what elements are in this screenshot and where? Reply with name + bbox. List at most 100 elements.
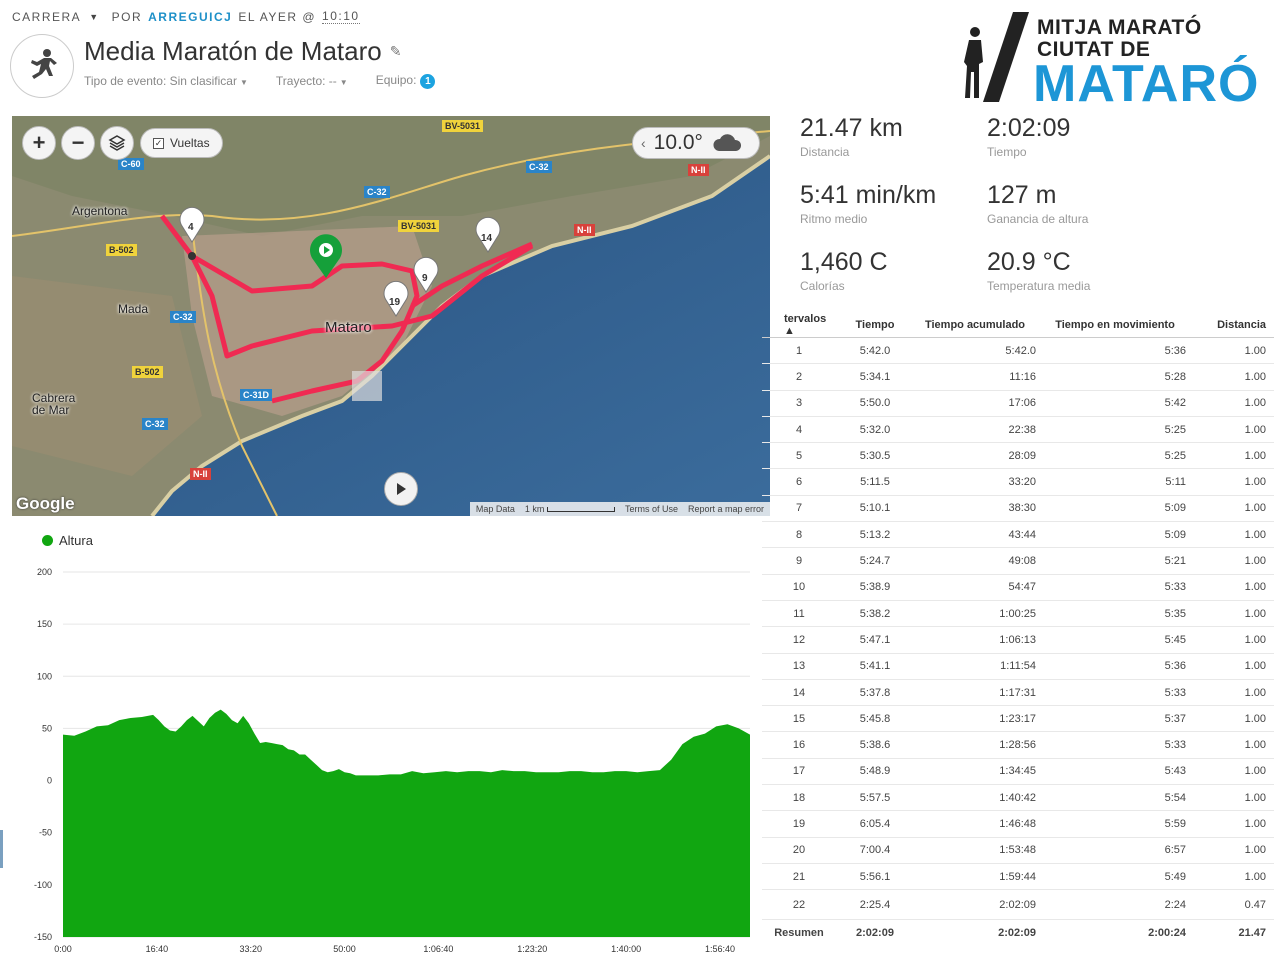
table-cell: 6:05.4 bbox=[844, 810, 914, 838]
team-count-badge: 1 bbox=[420, 74, 436, 89]
table-cell: 19 bbox=[762, 810, 844, 838]
table-row[interactable]: 6 5:11.5 33:20 5:11 1.00 bbox=[762, 468, 1274, 496]
x-tick-label: 0:00 bbox=[54, 944, 72, 954]
activity-time[interactable]: 10:10 bbox=[322, 9, 360, 24]
terms-link[interactable]: Terms of Use bbox=[624, 504, 678, 514]
lap-marker-19 bbox=[383, 280, 409, 317]
table-row[interactable]: 5 5:30.5 28:09 5:25 1.00 bbox=[762, 442, 1274, 470]
table-cell: 1:59:44 bbox=[914, 863, 1044, 891]
table-row[interactable]: 8 5:13.2 43:44 5:09 1.00 bbox=[762, 521, 1274, 549]
table-cell: 17:06 bbox=[914, 390, 1044, 417]
table-cell: 43:44 bbox=[914, 521, 1044, 549]
table-cell: 1:40:42 bbox=[914, 784, 1044, 812]
chevron-left-icon[interactable]: ‹ bbox=[641, 135, 646, 151]
google-logo: Google bbox=[16, 494, 75, 513]
table-cell: 5:25 bbox=[1044, 442, 1194, 470]
table-cell: 1.00 bbox=[1194, 468, 1274, 496]
table-cell: 1.00 bbox=[1194, 758, 1274, 786]
summary-cell: 2:02:09 bbox=[998, 927, 1036, 940]
play-icon bbox=[397, 483, 406, 495]
town-label-cabrera: Cabrera de Mar bbox=[32, 391, 76, 417]
team-selector[interactable]: Equipo: 1 bbox=[376, 73, 436, 89]
table-cell: 20 bbox=[762, 837, 844, 864]
table-row[interactable]: 20 7:00.4 1:53:48 6:57 1.00 bbox=[762, 837, 1274, 864]
report-error-link[interactable]: Report a map error bbox=[687, 504, 764, 514]
route-map[interactable]: Argentona Mada Mataro Cabrera de Mar C-6… bbox=[12, 116, 770, 516]
laps-label: Vueltas bbox=[170, 136, 210, 150]
laps-toggle[interactable]: ✓ Vueltas bbox=[140, 128, 223, 158]
table-row[interactable]: 16 5:38.6 1:28:56 5:33 1.00 bbox=[762, 731, 1274, 759]
map-scale: 1 km bbox=[525, 504, 615, 514]
table-cell: 5:35 bbox=[1044, 600, 1194, 628]
table-row[interactable]: 3 5:50.0 17:06 5:42 1.00 bbox=[762, 390, 1274, 417]
map-footer: Map Data 1 km Terms of Use Report a map … bbox=[469, 502, 770, 516]
user-link[interactable]: ARREGUICJ bbox=[148, 9, 233, 24]
table-cell: 21 bbox=[762, 863, 844, 891]
x-tick-label: 1:06:40 bbox=[423, 944, 453, 954]
course-dropdown[interactable]: Trayecto: -- ▼ bbox=[275, 74, 348, 88]
col-header-distance[interactable]: Distancia bbox=[1194, 313, 1274, 338]
col-header-cumulative[interactable]: Tiempo acumulado bbox=[914, 313, 1044, 338]
table-row[interactable]: 4 5:32.0 22:38 5:25 1.00 bbox=[762, 416, 1274, 444]
col-header-time[interactable]: Tiempo bbox=[844, 313, 914, 338]
table-row[interactable]: 7 5:10.1 38:30 5:09 1.00 bbox=[762, 495, 1274, 523]
activity-meta: Tipo de evento: Sin clasificar ▼ Trayecto… bbox=[84, 73, 436, 89]
table-row[interactable]: 21 5:56.1 1:59:44 5:49 1.00 bbox=[762, 863, 1274, 891]
table-cell: 11:16 bbox=[914, 363, 1044, 391]
table-row[interactable]: 13 5:41.1 1:11:54 5:36 1.00 bbox=[762, 653, 1274, 680]
lap-marker-14 bbox=[475, 216, 501, 253]
activity-type-dropdown[interactable]: CARRERA bbox=[12, 9, 82, 24]
layers-button[interactable] bbox=[100, 126, 134, 160]
zoom-in-button[interactable]: + bbox=[22, 126, 56, 160]
table-cell: 5:47.1 bbox=[844, 626, 914, 654]
table-cell: 1.00 bbox=[1194, 784, 1274, 812]
activity-title[interactable]: Media Maratón de Mataro bbox=[84, 36, 382, 66]
edit-pencil-icon[interactable]: ✎ bbox=[389, 43, 402, 59]
scroll-handle[interactable] bbox=[0, 830, 3, 868]
table-row[interactable]: 14 5:37.8 1:17:31 5:33 1.00 bbox=[762, 679, 1274, 707]
table-row[interactable]: 19 6:05.4 1:46:48 5:59 1.00 bbox=[762, 810, 1274, 838]
y-tick-label: 150 bbox=[37, 619, 52, 629]
table-row[interactable]: 17 5:48.9 1:34:45 5:43 1.00 bbox=[762, 758, 1274, 786]
summary-cell: 2:02:09 bbox=[856, 927, 894, 940]
table-cell: 1:00:25 bbox=[914, 600, 1044, 628]
laps-checkbox[interactable]: ✓ bbox=[153, 137, 164, 149]
cloud-icon bbox=[713, 134, 741, 151]
table-row[interactable]: 15 5:45.8 1:23:17 5:37 1.00 bbox=[762, 705, 1274, 733]
chart-legend[interactable]: Altura bbox=[42, 533, 93, 548]
chevron-down-icon[interactable]: ▼ bbox=[89, 11, 100, 22]
event-type-dropdown[interactable]: Tipo de evento: Sin clasificar ▼ bbox=[84, 74, 248, 88]
col-header-moving-time[interactable]: Tiempo en movimiento bbox=[1044, 313, 1194, 338]
table-row[interactable]: 11 5:38.2 1:00:25 5:35 1.00 bbox=[762, 600, 1274, 628]
map-data-link[interactable]: Map Data bbox=[475, 504, 515, 514]
replay-play-button[interactable] bbox=[384, 472, 418, 506]
table-row[interactable]: 2 5:34.1 11:16 5:28 1.00 bbox=[762, 363, 1274, 391]
table-row[interactable]: 12 5:47.1 1:06:13 5:45 1.00 bbox=[762, 626, 1274, 654]
table-cell: 49:08 bbox=[914, 547, 1044, 575]
table-row[interactable]: 9 5:24.7 49:08 5:21 1.00 bbox=[762, 547, 1274, 575]
table-row[interactable]: 10 5:38.9 54:47 5:33 1.00 bbox=[762, 574, 1274, 601]
col-header-intervals[interactable]: tervalos ▲ bbox=[762, 313, 844, 338]
table-cell: 5:38.9 bbox=[844, 574, 914, 601]
x-tick-label: 1:56:40 bbox=[705, 944, 735, 954]
zoom-out-button[interactable]: − bbox=[61, 126, 95, 160]
table-cell: 1.00 bbox=[1194, 442, 1274, 470]
table-row[interactable]: 1 5:42.0 5:42.0 5:36 1.00 bbox=[762, 337, 1274, 365]
table-cell: 22 bbox=[762, 889, 844, 921]
table-cell: 1.00 bbox=[1194, 521, 1274, 549]
weather-widget[interactable]: ‹ 10.0° bbox=[632, 127, 760, 159]
table-cell: 1:46:48 bbox=[914, 810, 1044, 838]
table-cell: 0.47 bbox=[1194, 889, 1274, 921]
table-cell: 2:02:09 bbox=[914, 889, 1044, 921]
page-title: Media Maratón de Mataro ✎ bbox=[84, 36, 401, 67]
y-tick-label: -150 bbox=[34, 932, 52, 942]
table-cell: 1.00 bbox=[1194, 837, 1274, 864]
table-row[interactable]: 22 2:25.4 2:02:09 2:24 0.47 bbox=[762, 889, 1274, 921]
table-cell: 6 bbox=[762, 468, 844, 496]
table-cell: 1 bbox=[762, 337, 844, 365]
table-row[interactable]: 18 5:57.5 1:40:42 5:54 1.00 bbox=[762, 784, 1274, 812]
road-label: C-60 bbox=[118, 158, 144, 170]
table-cell: 5:09 bbox=[1044, 521, 1194, 549]
table-cell: 1.00 bbox=[1194, 600, 1274, 628]
